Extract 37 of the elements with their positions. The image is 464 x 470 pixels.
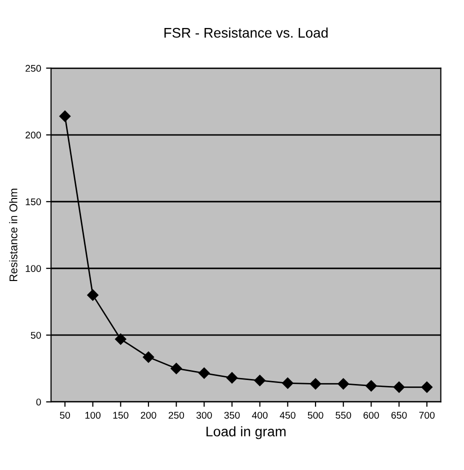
point (142, 352, 154, 363)
point (198, 368, 210, 379)
y-tick-label: 250 (26, 64, 41, 72)
point (115, 334, 126, 345)
point (59, 110, 71, 122)
point (170, 362, 182, 374)
y-tick-label: 50 (30, 332, 41, 339)
x-tick-label: 400 (252, 412, 268, 419)
x-tick-label: 550 (336, 412, 352, 419)
point (87, 289, 98, 301)
x-tick-label: 700 (419, 412, 435, 419)
point (393, 382, 405, 393)
point (254, 374, 266, 386)
y-axis-title: Resistance in Ohm (9, 188, 18, 282)
point (421, 382, 432, 393)
x-tick-label: 50 (60, 412, 70, 419)
y-tick-label: 0 (36, 398, 41, 406)
x-tick-label: 450 (280, 412, 296, 419)
x-tick-label: 150 (113, 412, 128, 419)
x-tick-label: 500 (308, 412, 324, 419)
point (282, 378, 294, 389)
x-tick-label: 600 (364, 412, 379, 419)
point (226, 372, 238, 384)
point (338, 378, 349, 390)
y-tick-label: 200 (26, 132, 41, 139)
x-tick-label: 300 (196, 412, 212, 419)
point (310, 378, 322, 390)
x-tick-label: 250 (168, 412, 184, 419)
x-tick-label: 650 (391, 412, 407, 419)
y-tick-label: 150 (26, 198, 41, 206)
y-tick-label: 100 (26, 265, 41, 272)
x-axis-title: Load in gram (206, 426, 286, 440)
x-tick-label: 350 (224, 412, 240, 419)
chart-title: FSR - Resistance vs. Load (164, 28, 328, 38)
x-tick-label: 200 (140, 412, 156, 419)
x-tick-label: 100 (85, 412, 101, 419)
point (366, 380, 377, 392)
